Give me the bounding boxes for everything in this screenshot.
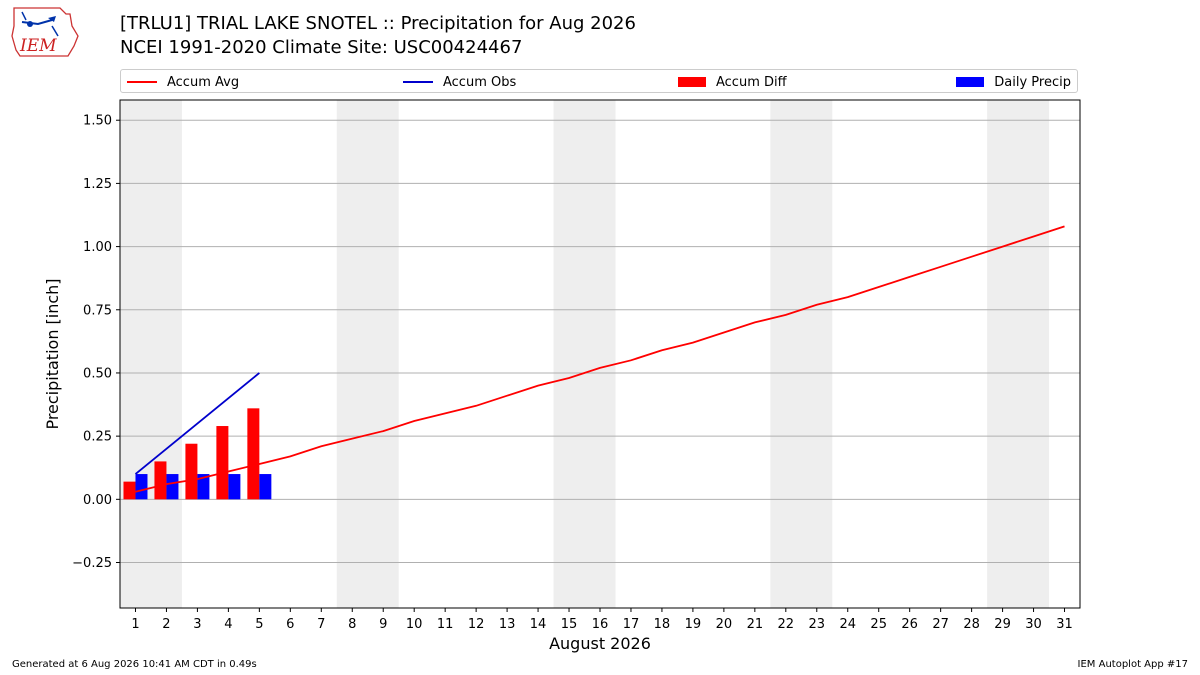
x-tick-label: 30 — [1025, 617, 1042, 632]
app-footer: IEM Autoplot App #17 — [1077, 659, 1188, 670]
daily-precip-bar — [166, 474, 179, 500]
daily-precip-bar — [228, 474, 241, 500]
accum-diff-bar — [185, 443, 198, 500]
daily-precip-bar — [135, 474, 148, 500]
weekend-band — [553, 100, 616, 608]
x-tick-label: 7 — [317, 617, 325, 632]
x-tick-label: 3 — [193, 617, 201, 632]
legend-item-accum-obs: Accum Obs — [403, 70, 516, 94]
x-tick-label: 23 — [809, 617, 826, 632]
x-tick-label: 19 — [685, 617, 702, 632]
x-tick-label: 26 — [901, 617, 918, 632]
daily-precip-bar — [197, 474, 210, 500]
legend-item-accum-avg: Accum Avg — [127, 70, 239, 94]
accum-diff-bar — [247, 408, 260, 500]
x-tick-label: 20 — [716, 617, 733, 632]
legend: Accum Avg Accum Obs Accum Diff Daily Precip — [120, 69, 1078, 93]
x-tick-label: 18 — [654, 617, 671, 632]
x-tick-label: 11 — [437, 617, 454, 632]
daily-precip-bar — [259, 474, 272, 500]
y-tick-label: 1.25 — [83, 177, 112, 192]
accum-avg-line — [135, 225, 1065, 493]
accum-obs-line — [134, 372, 260, 475]
legend-label: Daily Precip — [994, 74, 1071, 90]
legend-label: Accum Diff — [716, 74, 787, 90]
x-tick-label: 24 — [839, 617, 856, 632]
x-tick-label: 15 — [561, 617, 578, 632]
legend-swatch — [127, 81, 157, 83]
x-tick-label: 22 — [778, 617, 795, 632]
chart-title: [TRLU1] TRIAL LAKE SNOTEL :: Precipitati… — [120, 13, 636, 34]
weekend-band — [770, 100, 833, 608]
accum-diff-bar — [216, 426, 229, 500]
x-tick-label: 16 — [592, 617, 609, 632]
legend-swatch — [403, 81, 433, 83]
legend-label: Accum Obs — [443, 74, 517, 90]
weekend-band — [336, 100, 399, 608]
weekend-band — [987, 100, 1050, 608]
y-tick-label: 0.25 — [83, 430, 112, 445]
x-tick-label: 27 — [932, 617, 949, 632]
x-tick-label: 25 — [870, 617, 887, 632]
x-tick-label: 12 — [468, 617, 485, 632]
y-tick-label: 0.00 — [83, 493, 112, 508]
y-axis-label: Precipitation [inch] — [43, 278, 62, 429]
x-tick-label: 4 — [224, 617, 232, 632]
logo-text: IEM — [19, 36, 57, 56]
x-tick-label: 9 — [379, 617, 387, 632]
chart-subtitle: NCEI 1991-2020 Climate Site: USC00424467 — [120, 37, 523, 58]
x-tick-label: 14 — [530, 617, 547, 632]
legend-swatch — [678, 77, 706, 87]
x-tick-label: 29 — [994, 617, 1011, 632]
iem-logo: IEM — [11, 7, 79, 57]
legend-swatch — [956, 77, 985, 87]
x-tick-label: 17 — [623, 617, 640, 632]
y-tick-label: 0.50 — [83, 366, 112, 381]
x-tick-label: 1 — [131, 617, 139, 632]
y-tick-label: 0.75 — [83, 303, 112, 318]
x-tick-label: 5 — [255, 617, 263, 632]
x-tick-label: 2 — [162, 617, 170, 632]
legend-item-daily-precip: Daily Precip — [956, 70, 1071, 94]
accum-diff-bar — [123, 481, 136, 500]
y-tick-label: 1.00 — [83, 240, 112, 255]
accum-diff-bar — [154, 461, 167, 500]
x-tick-label: 13 — [499, 617, 516, 632]
x-tick-label: 10 — [406, 617, 423, 632]
x-tick-label: 8 — [348, 617, 356, 632]
legend-label: Accum Avg — [167, 74, 240, 90]
x-tick-label: 21 — [747, 617, 764, 632]
weekend-band — [120, 100, 182, 608]
x-axis-label: August 2026 — [549, 634, 651, 653]
x-tick-label: 6 — [286, 617, 294, 632]
y-tick-label: 1.50 — [83, 114, 112, 129]
y-tick-label: −0.25 — [72, 556, 112, 571]
x-tick-label: 28 — [963, 617, 980, 632]
x-tick-label: 31 — [1056, 617, 1073, 632]
legend-item-accum-diff: Accum Diff — [678, 70, 787, 94]
generated-footer: Generated at 6 Aug 2026 10:41 AM CDT in … — [12, 659, 257, 670]
